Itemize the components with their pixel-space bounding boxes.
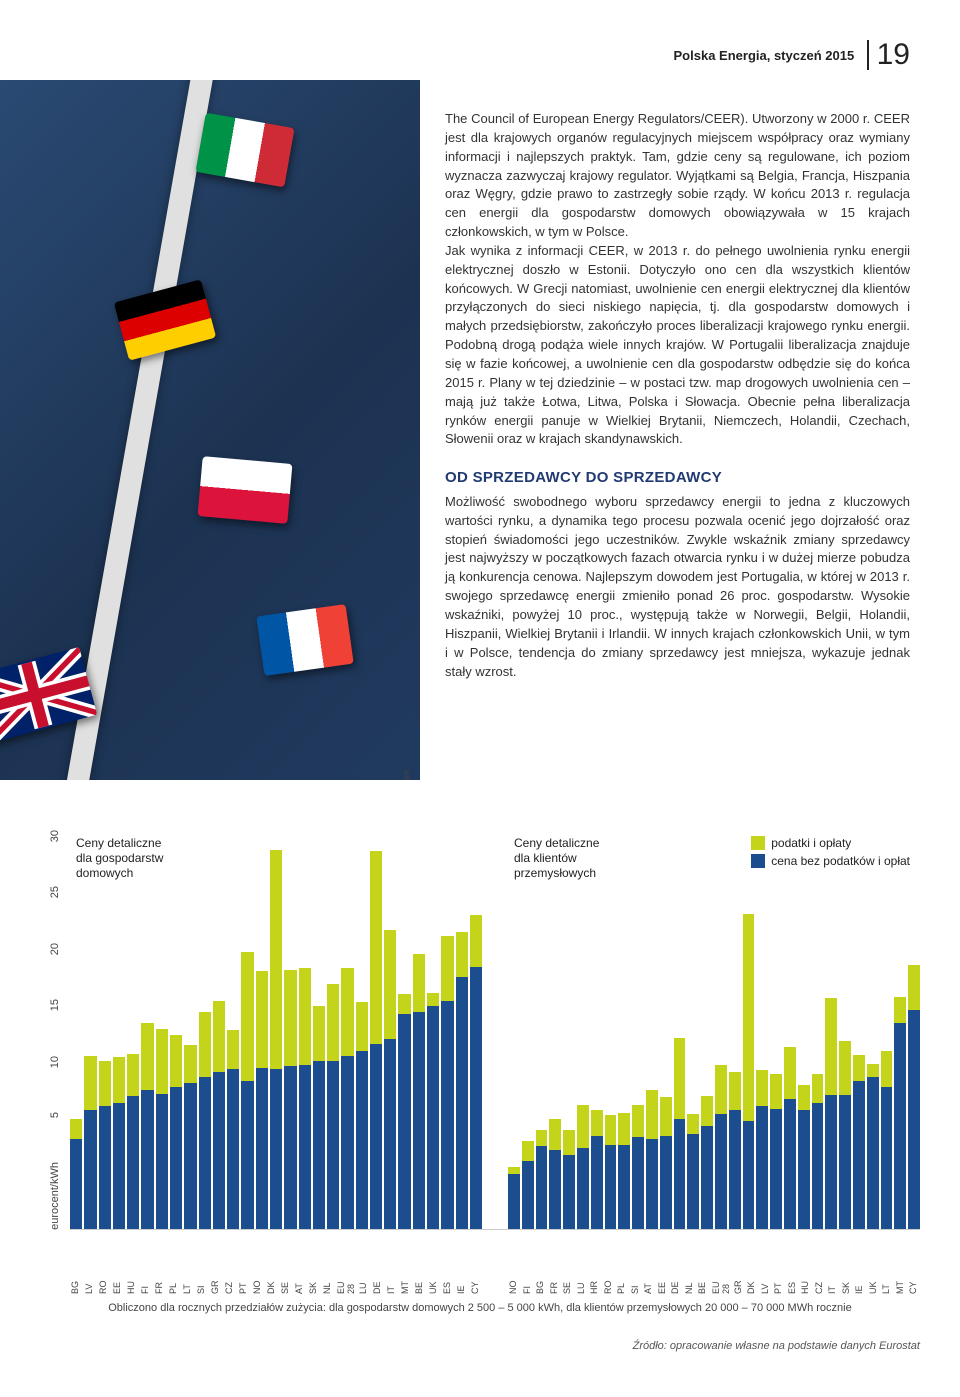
bar-HU: [798, 1085, 810, 1230]
page-header: Polska Energia, styczeń 2015 19: [0, 0, 960, 80]
bar-EE: [113, 1057, 125, 1229]
price-chart: 30252015105eurocent/kWh Ceny detaliczned…: [0, 780, 960, 1334]
bar-RO: [605, 1115, 617, 1229]
bar-SK: [313, 1006, 325, 1229]
bar-LU: [577, 1105, 589, 1229]
chart-footnote: Obliczono dla rocznych przedziałów zużyc…: [40, 1302, 920, 1314]
flag-italy: [195, 113, 294, 188]
publication-title: Polska Energia, styczeń 2015: [674, 48, 855, 63]
illustration-flags: foto: Shutterstock.com: [0, 80, 420, 780]
bar-DK: [743, 914, 755, 1229]
flag-germany: [114, 279, 216, 360]
bar-NO: [256, 971, 268, 1229]
bar-BG: [536, 1130, 548, 1229]
bar-LT: [184, 1045, 196, 1230]
page-number: 19: [867, 40, 910, 70]
photo-credit: foto: Shutterstock.com: [402, 770, 412, 780]
article-body: The Council of European Energy Regulator…: [420, 80, 960, 780]
bar-SI: [632, 1105, 644, 1229]
flag-poland: [198, 456, 293, 524]
bar-AT: [646, 1090, 658, 1229]
bar-NL: [687, 1114, 699, 1229]
bar-EU 28: [715, 1065, 727, 1229]
bar-GR: [729, 1072, 741, 1229]
bar-IT: [825, 998, 837, 1229]
bar-PL: [170, 1035, 182, 1229]
bar-EE: [660, 1097, 672, 1229]
paragraph-2: Jak wynika z informacji CEER, w 2013 r. …: [445, 242, 910, 449]
flag-france: [256, 604, 353, 676]
bar-DE: [674, 1038, 686, 1229]
bar-IT: [384, 930, 396, 1229]
bar-NL: [327, 984, 339, 1229]
bar-UK: [867, 1064, 879, 1229]
bar-BG: [70, 1119, 82, 1229]
chart-source: Źródło: opracowanie własne na podstawie …: [0, 1340, 920, 1352]
bar-FR: [156, 1029, 168, 1229]
bar-LT: [881, 1051, 893, 1229]
bar-AT: [299, 968, 311, 1229]
bar-LU: [356, 1002, 368, 1229]
bar-LV: [84, 1056, 96, 1229]
bar-ES: [441, 936, 453, 1229]
bar-BE: [701, 1096, 713, 1229]
bar-HR: [591, 1110, 603, 1229]
bar-CZ: [227, 1030, 239, 1229]
bar-HU: [127, 1054, 139, 1229]
bar-FI: [141, 1023, 153, 1229]
bar-MT: [894, 997, 906, 1229]
bar-CZ: [812, 1074, 824, 1229]
bar-SE: [563, 1130, 575, 1229]
bar-IE: [853, 1055, 865, 1229]
bar-PT: [770, 1074, 782, 1229]
y-axis: 30252015105eurocent/kWh: [40, 830, 70, 1270]
bar-SK: [839, 1041, 851, 1229]
bar-UK: [427, 993, 439, 1229]
paragraph-3: Możliwość swobodnego wyboru sprzedawcy e…: [445, 493, 910, 681]
bar-NO: [508, 1167, 520, 1229]
bar-DE: [370, 851, 382, 1229]
chart-title-industry: Ceny detalicznedla klientówprzemysłowych: [514, 836, 599, 881]
bar-ES: [784, 1047, 796, 1229]
bar-GR: [213, 1001, 225, 1229]
bar-EU 28: [341, 968, 353, 1229]
chart-legend: podatki i opłatycena bez podatków i opła…: [751, 836, 910, 872]
bar-IE: [456, 932, 468, 1229]
bar-PL: [618, 1113, 630, 1229]
bar-CY: [470, 915, 482, 1229]
section-heading: OD SPRZEDAWCY DO SPRZEDAWCY: [445, 467, 910, 489]
x-axis-labels: BGLVROEEHUFIFRPLLTSIGRCZPTNODKSEATSKNLEU…: [70, 1274, 920, 1294]
bar-PT: [241, 952, 253, 1229]
bar-MT: [398, 994, 410, 1229]
bar-BE: [413, 954, 425, 1229]
bar-FR: [549, 1119, 561, 1229]
bar-DK: [270, 850, 282, 1229]
bar-FI: [522, 1141, 534, 1229]
bar-SI: [199, 1012, 211, 1229]
bar-CY: [908, 965, 920, 1230]
bar-LV: [756, 1070, 768, 1229]
bar-SE: [284, 970, 296, 1229]
bar-RO: [99, 1061, 111, 1229]
bars-area: Ceny detalicznedla gospodarstwdomowych C…: [70, 830, 920, 1230]
paragraph-1: The Council of European Energy Regulator…: [445, 110, 910, 242]
